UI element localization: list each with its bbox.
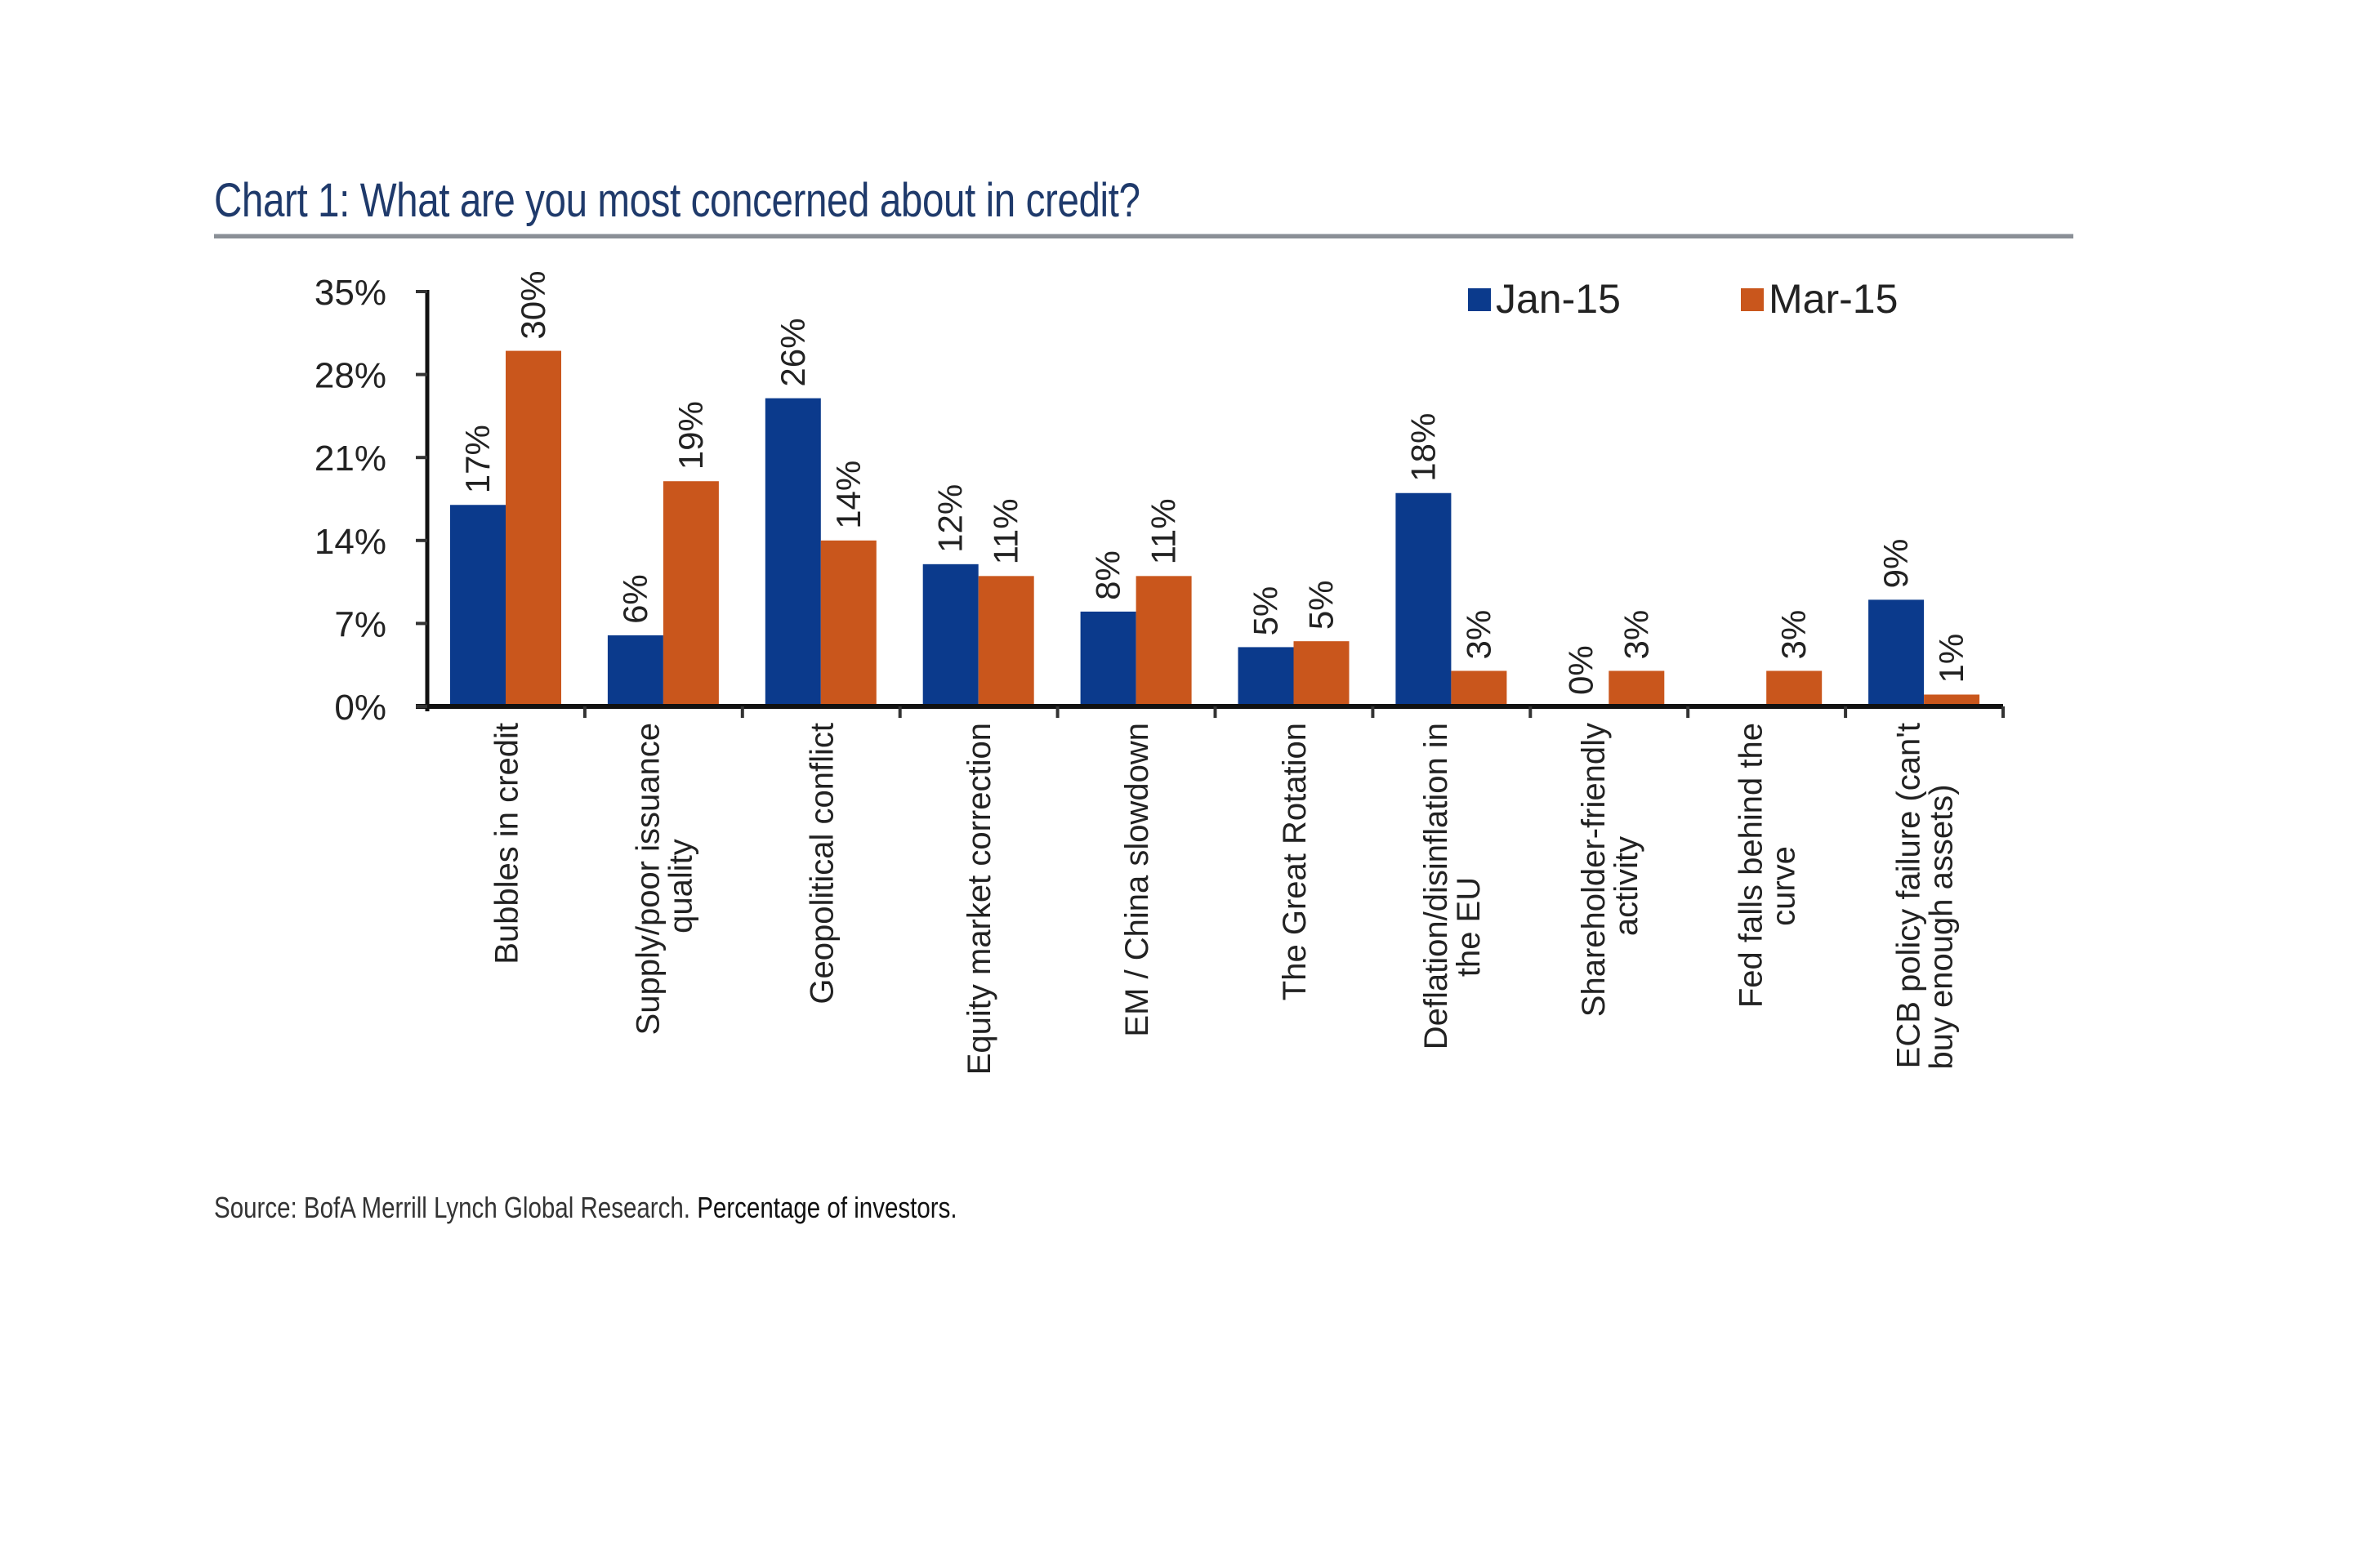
source-note: Source: BofA Merrill Lynch Global Resear… bbox=[214, 1191, 957, 1225]
value-label-mar-15-1: 19% bbox=[672, 401, 710, 470]
category-label-8: curve bbox=[1766, 846, 1802, 926]
category-label-7: Shareholder-friendly bbox=[1576, 723, 1612, 1017]
value-label-mar-15-5: 5% bbox=[1302, 580, 1341, 630]
value-label-jan-15-2: 26% bbox=[774, 318, 812, 387]
bar-mar-15-4 bbox=[1136, 576, 1192, 706]
value-label-mar-15-8: 3% bbox=[1774, 610, 1813, 660]
bar-mar-15-2 bbox=[820, 540, 877, 706]
source-note-bold: Percentage of investors. bbox=[697, 1191, 957, 1224]
source-text: Source: BofA Merrill Lynch Global Resear… bbox=[214, 1191, 691, 1224]
category-label-1: Supply/poor issuance bbox=[630, 723, 666, 1035]
value-labels-group: 17% 6% 26% 12% 8% 5% 18% 0% 9% 30% 19% 14% 11% 11% 5% 3… bbox=[458, 271, 1970, 695]
bar-jan-15-2 bbox=[765, 398, 821, 706]
legend-swatch-mar-15 bbox=[1741, 288, 1764, 311]
bar-jan-15-6 bbox=[1395, 492, 1452, 706]
value-label-jan-15-7: 0% bbox=[1561, 645, 1600, 695]
y-tick-label: 14% bbox=[315, 522, 386, 562]
y-tick-label: 35% bbox=[315, 273, 386, 313]
value-label-jan-15-1: 6% bbox=[616, 574, 654, 624]
value-label-jan-15-6: 18% bbox=[1403, 413, 1442, 482]
category-label-3: Equity market correction bbox=[962, 723, 997, 1075]
value-label-mar-15-6: 3% bbox=[1459, 610, 1497, 660]
bar-jan-15-3 bbox=[922, 564, 979, 706]
bar-jan-15-9 bbox=[1868, 599, 1925, 706]
bar-mar-15-5 bbox=[1293, 641, 1350, 706]
bar-mar-15-7 bbox=[1609, 670, 1665, 706]
legend: Jan-15 Mar-15 bbox=[1468, 276, 1898, 322]
bar-jan-15-0 bbox=[450, 505, 506, 706]
y-tick-label: 28% bbox=[315, 356, 386, 396]
bar-mar-15-0 bbox=[506, 350, 561, 706]
axes-group: 0% 7% 14% 21% 28% 35% bbox=[315, 273, 2005, 728]
bar-mar-15-8 bbox=[1766, 670, 1823, 706]
bar-jan-15-1 bbox=[607, 635, 663, 706]
category-label-9: ECB policy failure (can't bbox=[1891, 723, 1927, 1068]
bar-jan-15-5 bbox=[1238, 647, 1294, 706]
value-label-mar-15-4: 11% bbox=[1145, 498, 1183, 564]
value-label-mar-15-3: 11% bbox=[987, 498, 1025, 564]
value-label-jan-15-9: 9% bbox=[1876, 539, 1915, 589]
value-label-jan-15-5: 5% bbox=[1247, 586, 1285, 636]
category-labels-group: Bubbles in credit Supply/poor issuancequa… bbox=[489, 723, 1959, 1075]
title-divider bbox=[214, 234, 2073, 238]
y-tick-label: 21% bbox=[315, 439, 386, 479]
bar-mar-15-1 bbox=[663, 481, 719, 706]
legend-label-jan-15: Jan-15 bbox=[1496, 276, 1621, 322]
value-label-mar-15-7: 3% bbox=[1617, 610, 1655, 660]
chart-title: Chart 1: What are you most concerned abo… bbox=[214, 174, 1140, 227]
category-label-5: The Great Rotation bbox=[1277, 723, 1313, 1000]
value-label-mar-15-2: 14% bbox=[829, 461, 868, 529]
y-tick-label: 7% bbox=[334, 604, 386, 644]
category-label-7: activity bbox=[1609, 836, 1644, 936]
bars-group bbox=[450, 350, 1980, 706]
value-label-mar-15-9: 1% bbox=[1932, 634, 1970, 684]
category-label-0: Bubbles in credit bbox=[489, 723, 524, 964]
category-label-6: Deflation/disinflation in bbox=[1418, 723, 1454, 1049]
category-label-6: the EU bbox=[1451, 877, 1487, 977]
bar-jan-15-4 bbox=[1080, 611, 1136, 706]
bar-mar-15-3 bbox=[978, 576, 1034, 706]
category-label-9: buy enough assets) bbox=[1924, 784, 1960, 1069]
value-label-jan-15-4: 8% bbox=[1089, 550, 1127, 600]
bar-mar-15-6 bbox=[1451, 670, 1507, 706]
y-tick-label: 0% bbox=[334, 688, 386, 728]
value-label-mar-15-0: 30% bbox=[514, 271, 552, 340]
category-label-8: Fed falls behind the bbox=[1734, 723, 1769, 1008]
value-label-jan-15-0: 17% bbox=[458, 425, 497, 493]
value-label-jan-15-3: 12% bbox=[931, 484, 970, 553]
category-label-1: quality bbox=[663, 839, 698, 933]
legend-label-mar-15: Mar-15 bbox=[1769, 276, 1898, 322]
legend-swatch-jan-15 bbox=[1468, 288, 1491, 311]
category-label-4: EM / China slowdown bbox=[1119, 723, 1155, 1037]
bar-mar-15-9 bbox=[1924, 694, 1980, 706]
category-label-2: Geopolitical conflict bbox=[804, 723, 840, 1004]
